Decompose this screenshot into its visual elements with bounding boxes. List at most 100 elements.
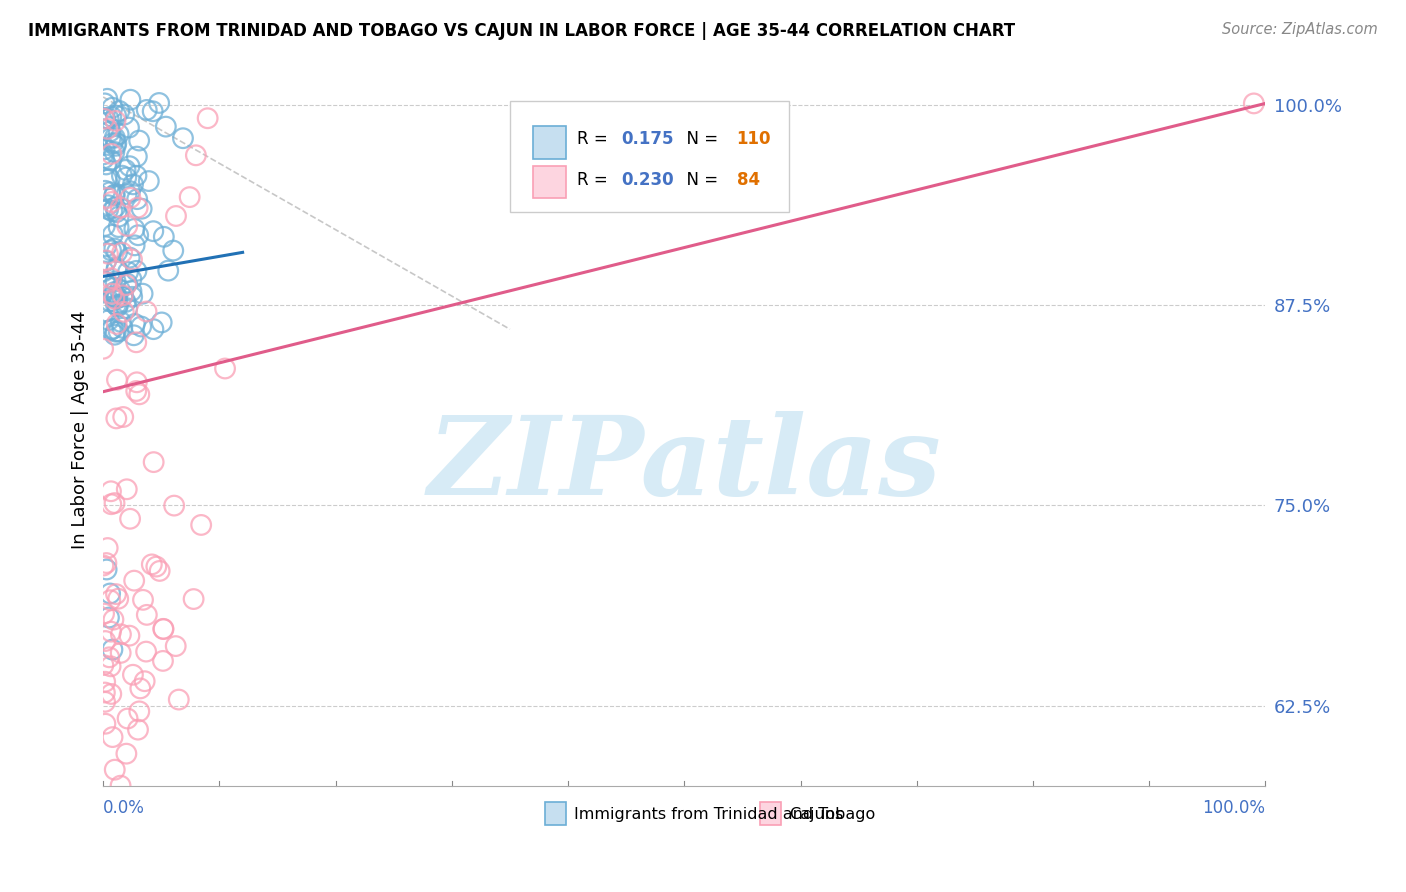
Text: R =: R =	[578, 129, 613, 147]
Point	[118, 629, 141, 643]
Point	[101, 204, 124, 219]
Point	[135, 103, 157, 117]
Point	[111, 290, 134, 304]
Point	[142, 455, 165, 469]
Point	[172, 131, 194, 145]
Point	[112, 108, 135, 122]
Point	[114, 162, 136, 177]
Text: 0.0%: 0.0%	[103, 798, 145, 816]
Point	[152, 622, 174, 636]
Point	[93, 96, 115, 111]
Point	[108, 103, 131, 118]
Point	[93, 275, 115, 289]
Point	[149, 564, 172, 578]
Text: 0.175: 0.175	[621, 129, 673, 147]
Point	[125, 384, 148, 398]
Point	[131, 202, 153, 216]
Point	[101, 289, 124, 303]
Point	[101, 322, 124, 336]
Point	[111, 288, 134, 302]
Point	[184, 148, 207, 162]
Point	[94, 634, 117, 648]
Point	[114, 295, 136, 310]
Point	[91, 147, 114, 161]
Point	[127, 201, 149, 215]
Text: 0.230: 0.230	[621, 171, 673, 189]
Point	[141, 558, 163, 572]
Point	[152, 654, 174, 668]
Text: 84: 84	[737, 171, 759, 189]
Point	[93, 142, 115, 156]
Point	[157, 263, 180, 277]
Point	[104, 187, 127, 202]
Point	[127, 192, 149, 206]
Point	[103, 188, 125, 202]
Point	[120, 512, 142, 526]
Point	[98, 172, 121, 186]
Point	[125, 376, 148, 390]
Text: Cajuns: Cajuns	[789, 806, 844, 822]
Point	[167, 692, 190, 706]
Bar	[759, 802, 780, 825]
Point	[128, 705, 150, 719]
Point	[107, 325, 129, 339]
Point	[94, 184, 117, 198]
Point	[98, 186, 121, 200]
Point	[100, 271, 122, 285]
Point	[118, 184, 141, 198]
Point	[96, 172, 118, 186]
Point	[148, 95, 170, 110]
Point	[100, 244, 122, 258]
Point	[165, 639, 187, 653]
Point	[110, 201, 132, 215]
Point	[97, 541, 120, 555]
Point	[125, 335, 148, 350]
Point	[96, 562, 118, 576]
Point	[103, 145, 125, 159]
Point	[124, 222, 146, 236]
Point	[94, 157, 117, 171]
Point	[111, 245, 134, 260]
Point	[98, 593, 121, 607]
Point	[142, 224, 165, 238]
Point	[165, 209, 187, 223]
Text: 100.0%: 100.0%	[1202, 798, 1265, 816]
Point	[110, 646, 132, 660]
Point	[107, 591, 129, 606]
Point	[107, 220, 129, 235]
Point	[97, 112, 120, 126]
Point	[183, 592, 205, 607]
Point	[96, 304, 118, 318]
Point	[135, 644, 157, 658]
Point	[98, 294, 121, 309]
Point	[214, 361, 236, 376]
Point	[94, 254, 117, 268]
Point	[101, 730, 124, 744]
Point	[110, 315, 132, 329]
Point	[122, 667, 145, 681]
Point	[100, 153, 122, 168]
Point	[91, 342, 114, 356]
Point	[127, 723, 149, 737]
Point	[94, 695, 117, 709]
Point	[100, 687, 122, 701]
Point	[112, 305, 135, 319]
Point	[122, 328, 145, 343]
Point	[145, 559, 167, 574]
Point	[118, 159, 141, 173]
Point	[105, 261, 128, 276]
Point	[105, 291, 128, 305]
Point	[107, 210, 129, 224]
Point	[105, 245, 128, 260]
Point	[93, 658, 115, 673]
Point	[127, 228, 149, 243]
Point	[107, 127, 129, 141]
Point	[179, 190, 201, 204]
Point	[108, 283, 131, 297]
Point	[115, 747, 138, 761]
Bar	[533, 127, 565, 159]
Point	[110, 779, 132, 793]
Point	[94, 253, 117, 268]
Text: 110: 110	[737, 129, 770, 147]
Point	[98, 650, 121, 665]
